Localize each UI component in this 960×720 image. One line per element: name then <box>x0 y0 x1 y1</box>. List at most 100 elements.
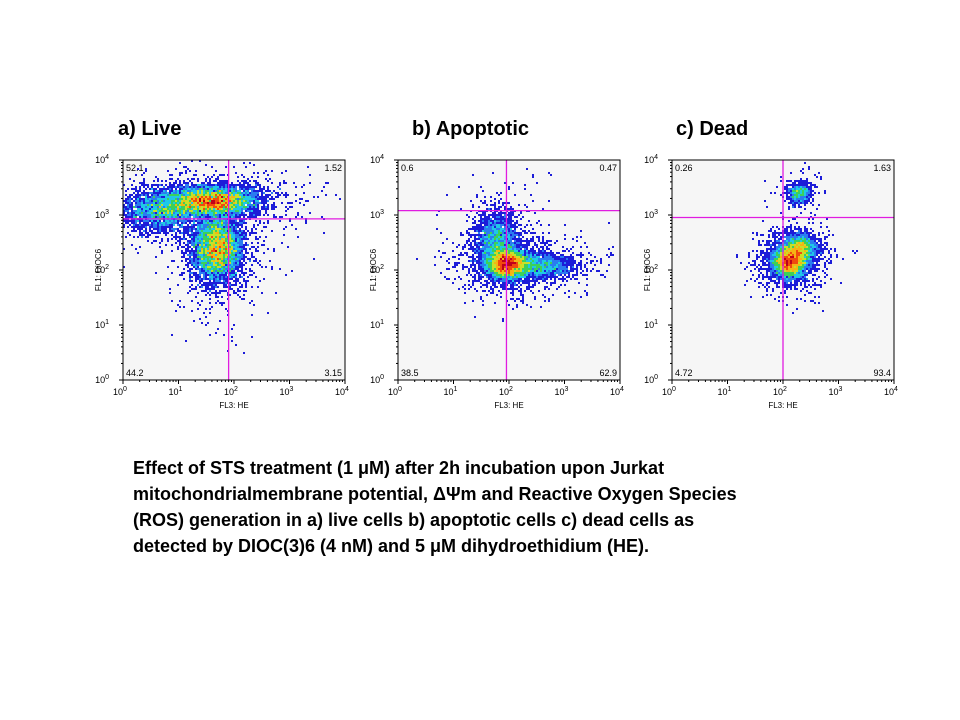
event-dot <box>235 232 237 234</box>
event-dot <box>442 252 444 254</box>
event-dot <box>285 274 287 276</box>
event-dot <box>472 250 474 252</box>
event-dot <box>179 184 181 186</box>
event-dot <box>133 196 135 198</box>
event-dot <box>534 268 536 270</box>
event-dot <box>498 250 500 252</box>
event-dot <box>802 198 804 200</box>
event-dot <box>496 250 498 252</box>
event-dot <box>147 202 149 204</box>
event-dot <box>211 202 213 204</box>
event-dot <box>544 288 546 290</box>
event-dot <box>524 204 526 206</box>
event-dot <box>524 262 526 264</box>
event-dot <box>530 286 532 288</box>
event-dot <box>468 232 470 234</box>
event-dot <box>480 228 482 230</box>
event-dot <box>263 198 265 200</box>
event-dot <box>203 220 205 222</box>
event-dot <box>786 242 788 244</box>
event-dot <box>259 264 261 266</box>
event-dot <box>205 254 207 256</box>
event-dot <box>181 190 183 192</box>
event-dot <box>151 214 153 216</box>
event-dot <box>526 250 528 252</box>
event-dot <box>566 268 568 270</box>
event-dot <box>189 216 191 218</box>
event-dot <box>546 276 548 278</box>
event-dot <box>217 192 219 194</box>
event-dot <box>528 280 530 282</box>
event-dot <box>211 254 213 256</box>
event-dot <box>217 280 219 282</box>
event-dot <box>187 258 189 260</box>
event-dot <box>492 242 494 244</box>
event-dot <box>494 208 496 210</box>
event-dot <box>275 206 277 208</box>
event-dot <box>179 274 181 276</box>
event-dot <box>508 258 510 260</box>
event-dot <box>522 256 524 258</box>
event-dot <box>231 206 233 208</box>
event-dot <box>175 190 177 192</box>
event-dot <box>181 198 183 200</box>
event-dot <box>243 216 245 218</box>
event-dot <box>201 184 203 186</box>
event-dot <box>143 204 145 206</box>
event-dot <box>550 240 552 242</box>
event-dot <box>596 270 598 272</box>
event-dot <box>243 212 245 214</box>
event-dot <box>548 298 550 300</box>
event-dot <box>179 210 181 212</box>
event-dot <box>243 280 245 282</box>
event-dot <box>217 276 219 278</box>
event-dot <box>229 294 231 296</box>
event-dot <box>257 250 259 252</box>
event-dot <box>476 212 478 214</box>
event-dot <box>229 234 231 236</box>
event-dot <box>502 228 504 230</box>
event-dot <box>239 296 241 298</box>
event-dot <box>239 238 241 240</box>
event-dot <box>203 264 205 266</box>
event-dot <box>500 228 502 230</box>
event-dot <box>149 234 151 236</box>
event-dot <box>808 166 810 168</box>
event-dot <box>153 198 155 200</box>
event-dot <box>526 224 528 226</box>
event-dot <box>550 252 552 254</box>
event-dot <box>161 240 163 242</box>
event-dot <box>492 248 494 250</box>
event-dot <box>822 232 824 234</box>
event-dot <box>235 274 237 276</box>
event-dot <box>135 222 137 224</box>
event-dot <box>187 194 189 196</box>
event-dot <box>251 214 253 216</box>
event-dot <box>500 252 502 254</box>
event-dot <box>482 264 484 266</box>
event-dot <box>135 200 137 202</box>
event-dot <box>201 262 203 264</box>
event-dot <box>460 232 462 234</box>
event-dot <box>792 192 794 194</box>
event-dot <box>586 292 588 294</box>
event-dot <box>211 276 213 278</box>
event-dot <box>468 244 470 246</box>
event-dot <box>201 280 203 282</box>
event-dot <box>169 292 171 294</box>
event-dot <box>534 260 536 262</box>
event-dot <box>498 282 500 284</box>
event-dot <box>195 286 197 288</box>
event-dot <box>199 272 201 274</box>
event-dot <box>191 198 193 200</box>
event-dot <box>492 172 494 174</box>
event-dot <box>790 242 792 244</box>
event-dot <box>796 238 798 240</box>
event-dot <box>532 176 534 178</box>
event-dot <box>167 194 169 196</box>
event-dot <box>217 266 219 268</box>
event-dot <box>161 214 163 216</box>
event-dot <box>564 224 566 226</box>
event-dot <box>512 254 514 256</box>
event-dot <box>137 236 139 238</box>
